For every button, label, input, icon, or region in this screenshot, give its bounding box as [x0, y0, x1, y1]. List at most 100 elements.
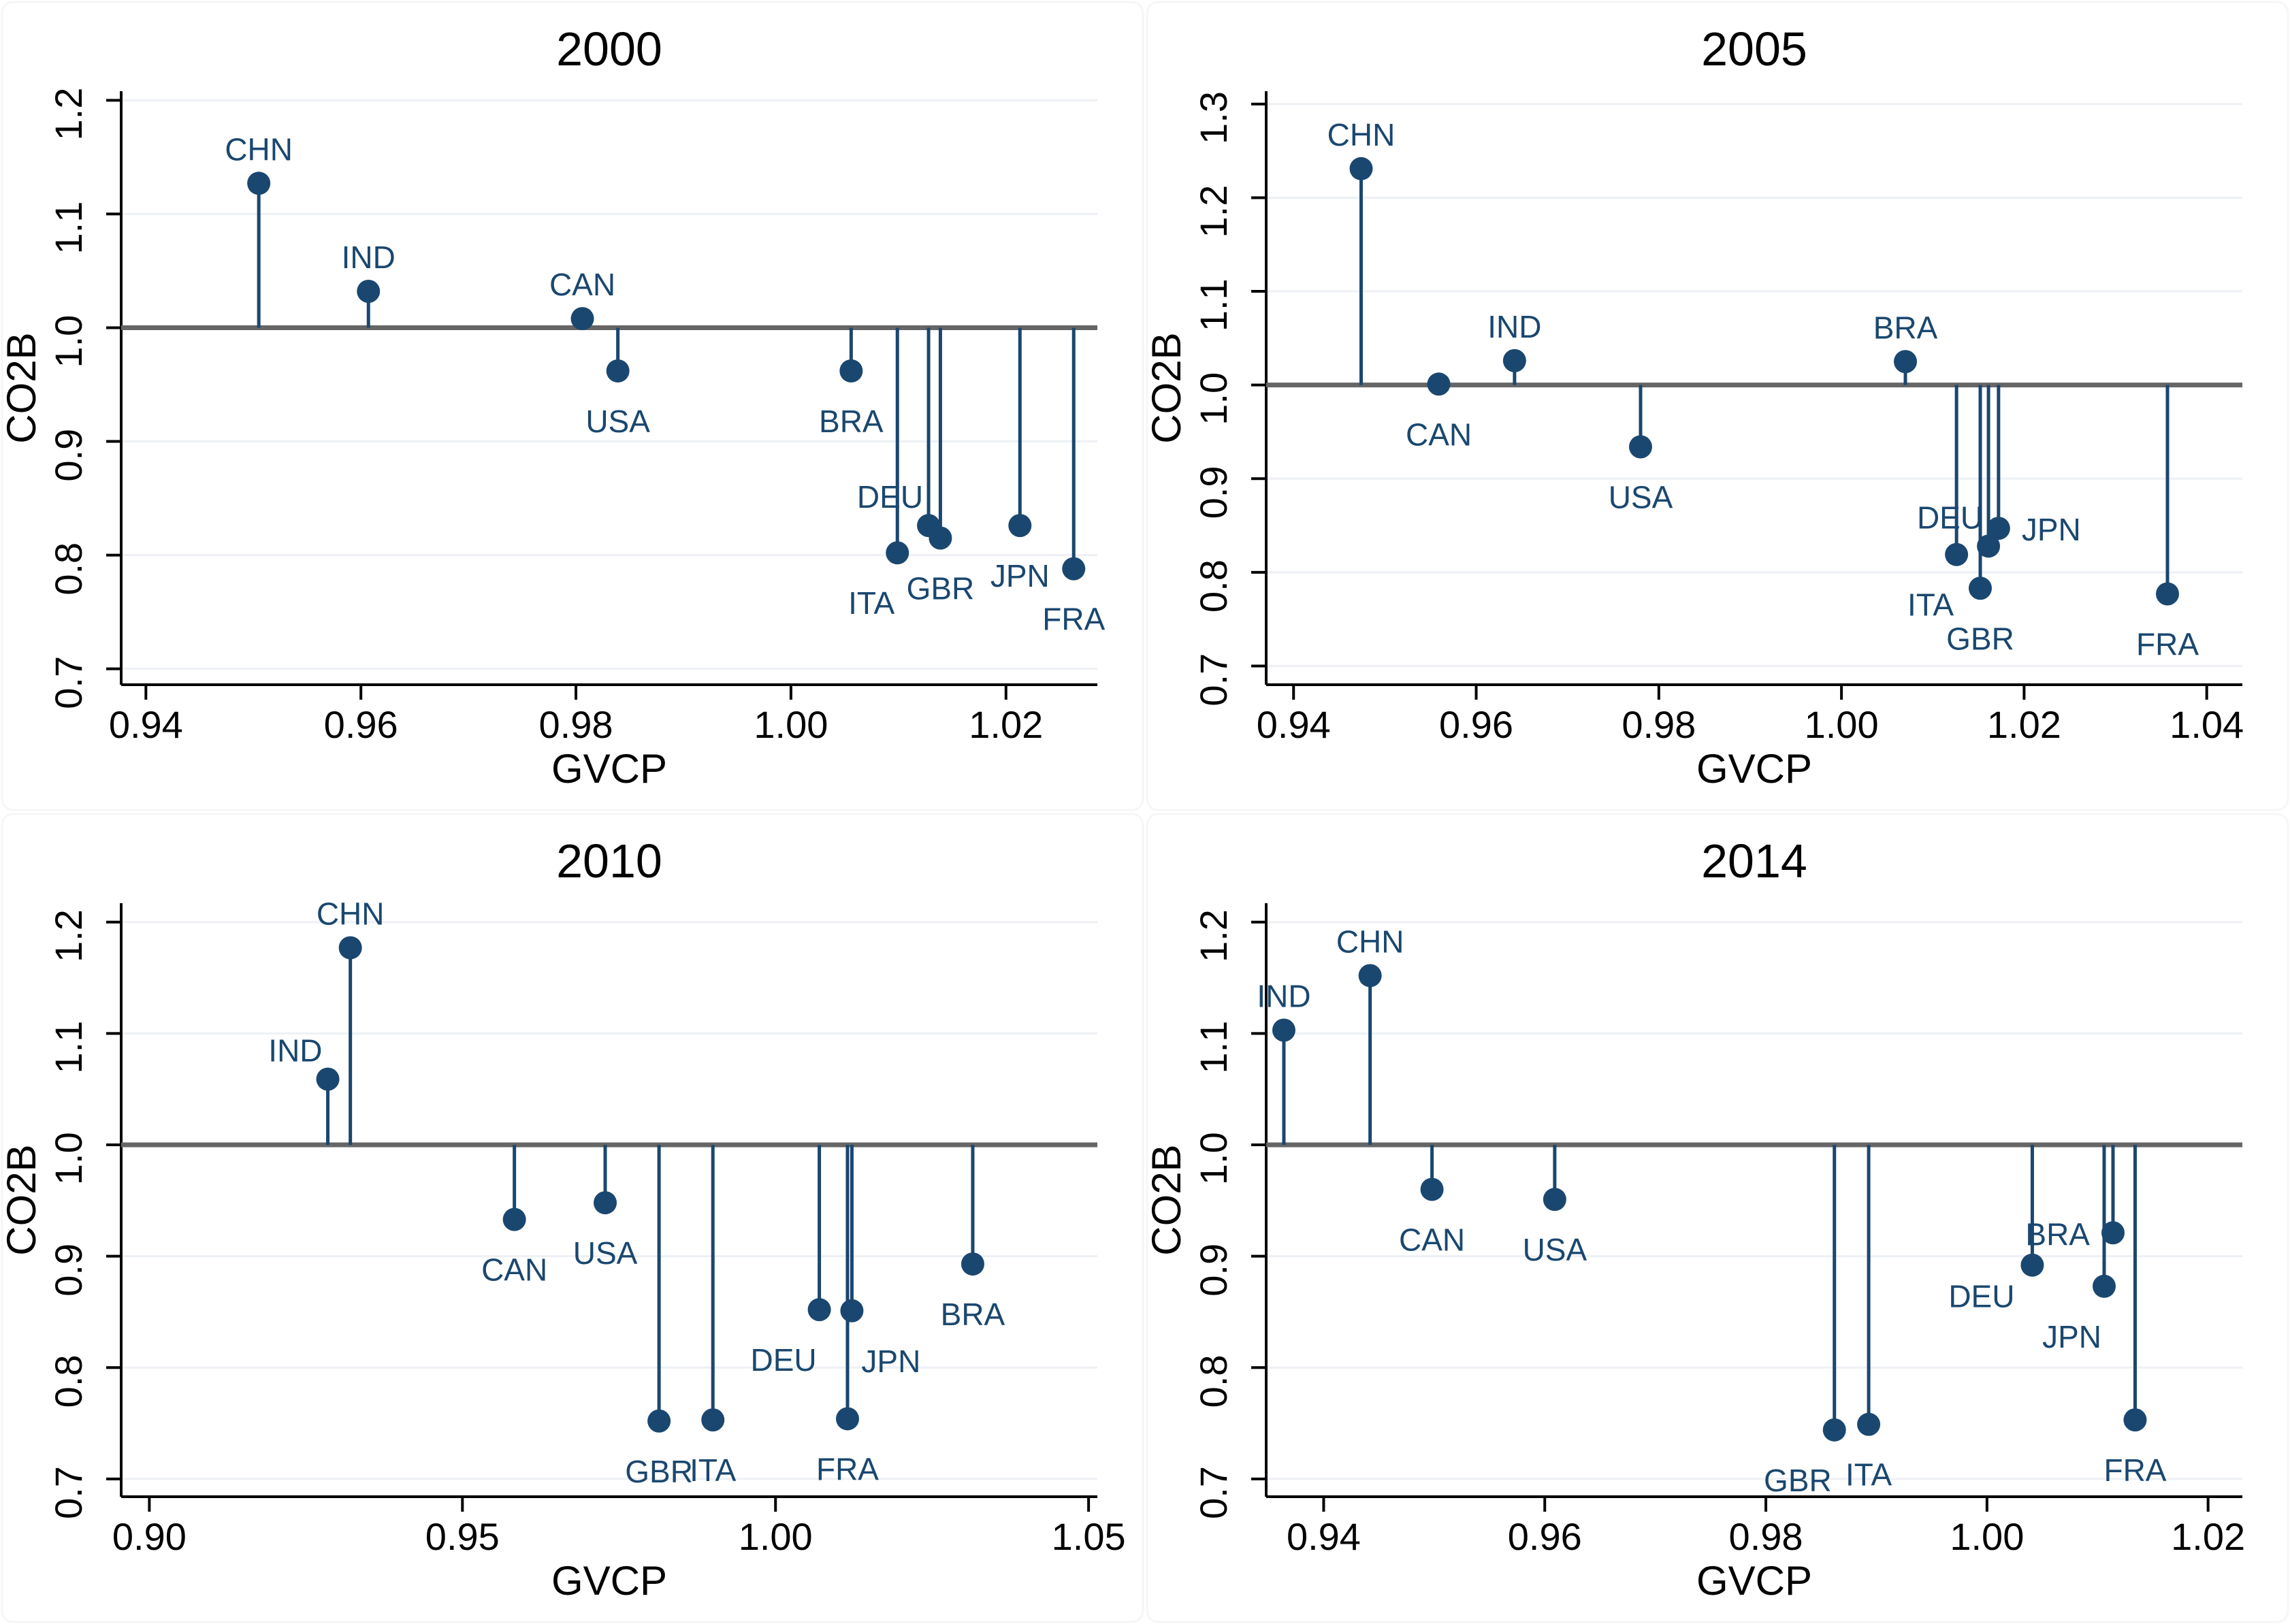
country-label-GBR: GBR — [907, 571, 975, 606]
data-point-IND — [1502, 348, 1526, 372]
y-axis-title: CO2B — [0, 332, 44, 443]
data-point-DEU — [2020, 1253, 2044, 1277]
data-point-BRA — [961, 1252, 984, 1276]
data-point-JPN — [840, 1299, 864, 1322]
country-label-IND: IND — [1257, 979, 1310, 1014]
x-tick-label: 0.94 — [109, 703, 183, 746]
data-point-FRA — [835, 1407, 859, 1431]
country-label-ITA: ITA — [1907, 587, 1954, 623]
x-tick-label: 1.00 — [1805, 703, 1879, 746]
data-point-JPN — [1986, 517, 2010, 540]
y-tick-label: 1.2 — [47, 909, 90, 962]
data-point-USA — [1628, 435, 1652, 459]
y-tick-label: 0.9 — [1192, 466, 1235, 519]
country-label-DEU: DEU — [750, 1342, 816, 1378]
y-tick-label: 0.7 — [47, 656, 90, 709]
data-point-ITA — [1857, 1412, 1881, 1436]
panel-title: 2014 — [1701, 834, 1807, 888]
country-label-JPN: JPN — [861, 1344, 920, 1379]
panel-border — [1146, 813, 2289, 1623]
panel-2010-chart: 0.7 0.8 0.9 1.0 1.1 1.2 0.90 0.95 1.00 1.05 IND CHN… — [0, 813, 1144, 1623]
data-point-CHN — [1358, 964, 1382, 988]
data-point-CHN — [338, 936, 362, 960]
country-label-GBR: GBR — [1764, 1463, 1832, 1498]
x-tick-label: 0.90 — [112, 1515, 187, 1558]
country-label-IND: IND — [268, 1033, 322, 1068]
country-label-GBR: GBR — [1946, 621, 2014, 656]
x-tick-label: 1.00 — [1950, 1515, 2024, 1558]
data-point-GBR — [929, 526, 952, 550]
x-tick-label: 0.94 — [1287, 1515, 1361, 1558]
country-label-JPN: JPN — [990, 558, 1050, 594]
data-point-CAN — [1420, 1178, 1444, 1201]
country-label-USA: USA — [1609, 479, 1673, 515]
data-point-CHN — [247, 172, 271, 195]
y-tick-label: 0.9 — [47, 1244, 90, 1297]
x-axis-title: GVCP — [551, 746, 667, 792]
data-point-ITA — [1945, 542, 1969, 566]
panel-2005-chart: 0.7 0.8 0.9 1.0 1.1 1.2 1.3 0.94 0.96 0.98 1.00 1.0… — [1145, 1, 2289, 811]
country-label-IND: IND — [1487, 309, 1541, 344]
y-tick-label: 0.8 — [1192, 559, 1235, 613]
x-tick-label: 0.96 — [1439, 703, 1513, 746]
y-tick-label: 1.0 — [1192, 372, 1235, 425]
panel-2000: 0.7 0.8 0.9 1.0 1.1 1.2 0.94 0.96 0.98 1.00 1.02 CH… — [0, 0, 1145, 812]
panel-2010: 0.7 0.8 0.9 1.0 1.1 1.2 0.90 0.95 1.00 1.05 IND CHN… — [0, 812, 1145, 1624]
x-tick-label: 0.98 — [539, 703, 613, 746]
country-label-BRA: BRA — [1873, 310, 1938, 345]
panel-2005: 0.7 0.8 0.9 1.0 1.1 1.2 1.3 0.94 0.96 0.98 1.00 1.0… — [1145, 0, 2290, 812]
x-tick-label: 1.02 — [969, 703, 1043, 746]
y-tick-label: 0.8 — [47, 542, 90, 596]
data-point-IND — [357, 280, 381, 304]
country-label-FRA: FRA — [2136, 627, 2199, 662]
data-point-GBR — [647, 1409, 671, 1433]
panel-title: 2010 — [556, 834, 662, 888]
country-label-CHN: CHN — [1336, 924, 1404, 959]
panel-2014-chart: 0.7 0.8 0.9 1.0 1.1 1.2 0.94 0.96 0.98 1.00 1.02 IN… — [1145, 813, 2289, 1623]
y-tick-label: 1.0 — [47, 1132, 90, 1185]
y-tick-label: 1.1 — [47, 201, 90, 255]
y-axis-title: CO2B — [0, 1144, 44, 1255]
y-tick-label: 0.7 — [47, 1466, 90, 1519]
data-point-JPN — [2092, 1274, 2116, 1298]
country-label-CHN: CHN — [1327, 117, 1396, 152]
x-tick-label: 1.05 — [1052, 1515, 1126, 1558]
panel-title: 2000 — [556, 22, 662, 76]
x-tick-label: 1.02 — [1987, 703, 2061, 746]
data-point-USA — [1543, 1188, 1566, 1212]
data-point-CAN — [502, 1207, 526, 1231]
y-tick-label: 1.2 — [47, 88, 90, 141]
data-point-BRA — [1894, 350, 1918, 374]
x-tick-label: 1.04 — [2170, 703, 2244, 746]
x-tick-label: 0.96 — [1508, 1515, 1582, 1558]
y-tick-label: 1.0 — [47, 315, 90, 368]
x-tick-label: 1.00 — [754, 703, 828, 746]
y-tick-label: 1.0 — [1192, 1132, 1235, 1185]
country-label-JPN: JPN — [2022, 512, 2081, 547]
y-tick-label: 1.1 — [1192, 278, 1235, 331]
y-tick-label: 0.8 — [1192, 1354, 1235, 1408]
data-point-CHN — [1349, 157, 1373, 180]
data-point-GBR — [1822, 1418, 1846, 1442]
x-tick-label: 1.00 — [739, 1515, 813, 1558]
data-point-FRA — [2156, 582, 2180, 606]
y-tick-label: 1.1 — [47, 1021, 90, 1074]
y-tick-label: 0.7 — [1192, 1466, 1235, 1519]
y-tick-label: 0.8 — [47, 1354, 90, 1408]
data-point-ITA — [701, 1408, 725, 1432]
country-label-DEU: DEU — [1917, 500, 1983, 535]
y-tick-label: 0.7 — [1192, 653, 1235, 707]
data-point-DEU — [1977, 534, 2001, 558]
x-tick-label: 0.98 — [1729, 1515, 1803, 1558]
y-axis-title: CO2B — [1145, 332, 1189, 443]
country-label-CAN: CAN — [549, 267, 615, 302]
country-label-USA: USA — [585, 404, 650, 439]
y-tick-label: 0.9 — [47, 429, 90, 482]
panel-border — [1, 1, 1144, 811]
data-point-ITA — [886, 541, 909, 565]
country-label-BRA: BRA — [2025, 1216, 2090, 1252]
x-tick-label: 0.95 — [425, 1515, 500, 1558]
y-tick-label: 1.1 — [1192, 1021, 1235, 1074]
country-label-JPN: JPN — [2042, 1319, 2101, 1354]
country-label-USA: USA — [1523, 1232, 1587, 1267]
